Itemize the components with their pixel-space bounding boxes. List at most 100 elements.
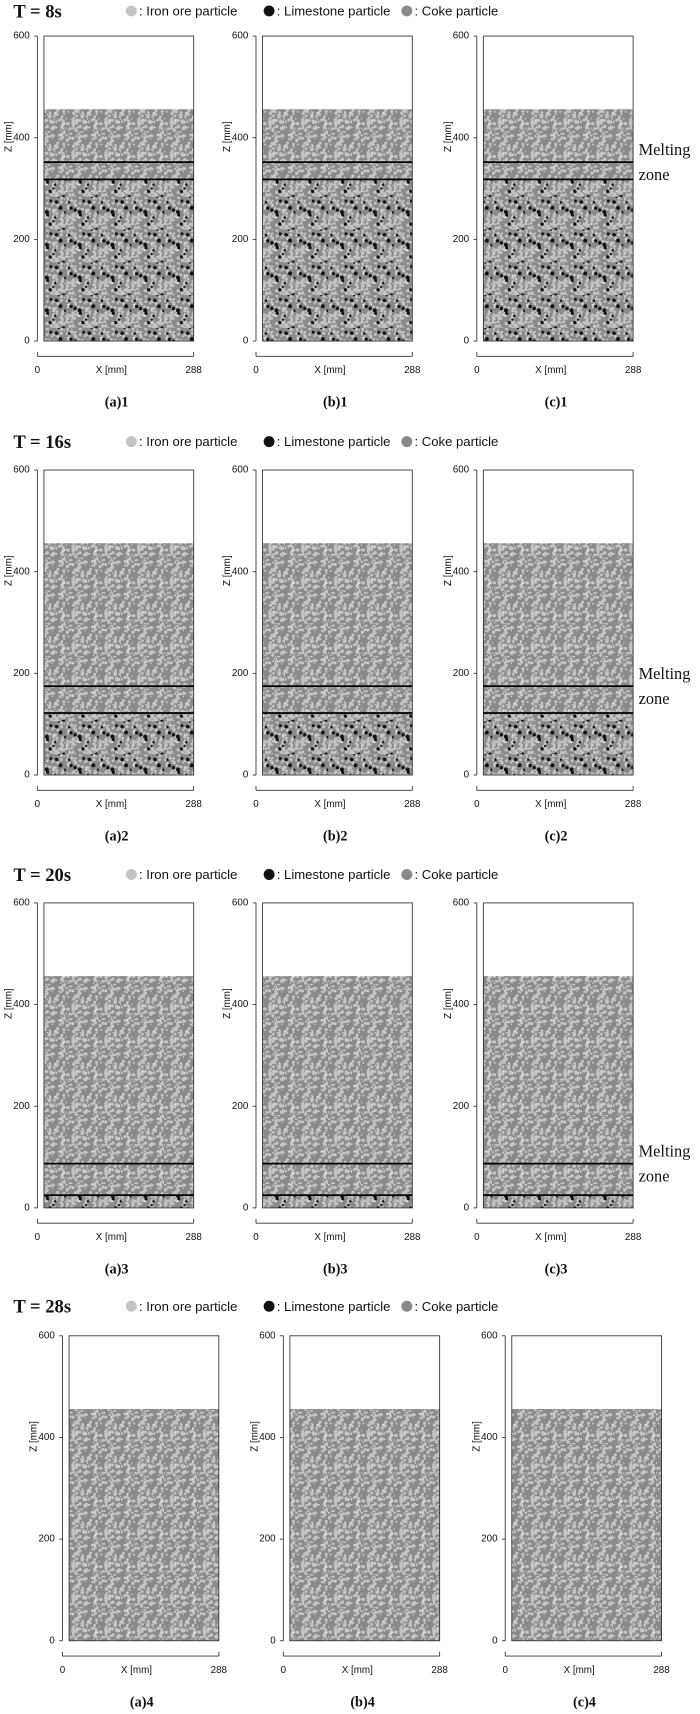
legend-swatch (125, 1300, 137, 1312)
legend-label: : Coke particle (414, 3, 498, 18)
y-tick-label: 600 (13, 898, 30, 909)
panel-frame (482, 902, 634, 1209)
y-tick-label: 200 (481, 1534, 498, 1545)
bed (511, 1408, 662, 1641)
bed-upper (262, 976, 413, 1196)
melting-zone-label: zone (639, 1167, 670, 1186)
x-axis-label: X [mm] (314, 1232, 345, 1243)
z-axis-label: Z [mm] (222, 988, 233, 1019)
panel-label: (b)2 (323, 829, 347, 845)
y-tick-label: 400 (259, 1432, 276, 1443)
bed-lower (262, 179, 413, 342)
y-tick-label: 400 (453, 132, 470, 143)
y-tick-label: 200 (232, 1101, 249, 1112)
x-tick-label: 0 (281, 1665, 287, 1676)
y-tick-label: 0 (24, 770, 30, 781)
bed-upper (483, 109, 634, 180)
y-tick-label: 600 (453, 465, 470, 476)
x-tick-label: 0 (60, 1665, 66, 1676)
bed-lower (43, 1195, 194, 1208)
panel-label: (a)3 (105, 1261, 129, 1277)
x-axis-label: X [mm] (121, 1665, 152, 1676)
x-tick-label: 0 (474, 799, 480, 810)
y-tick-label: 400 (481, 1432, 498, 1443)
y-tick-label: 0 (464, 770, 470, 781)
x-axis-label: X [mm] (535, 365, 566, 376)
panel-frame (262, 35, 413, 342)
panel-label: (c)2 (545, 829, 568, 845)
melting-zone-label: Melting (639, 664, 691, 683)
x-tick-label: 288 (404, 799, 421, 810)
y-tick-label: 0 (270, 1635, 276, 1646)
y-tick-label: 200 (259, 1534, 276, 1545)
x-tick-label: 0 (474, 1232, 480, 1243)
legend-label: : Coke particle (414, 867, 498, 882)
y-tick-label: 400 (453, 566, 470, 577)
legend-swatch (263, 1300, 275, 1312)
panel-label: (b)1 (323, 395, 347, 411)
time-label: T = 16s (13, 432, 71, 453)
bed-lower (262, 1195, 413, 1208)
bed-upper (483, 543, 634, 714)
x-tick-label: 0 (253, 365, 259, 376)
x-axis-label: X [mm] (314, 799, 345, 810)
bed-lower (483, 713, 634, 776)
panel-label: (a)4 (130, 1694, 154, 1710)
y-tick-label: 0 (24, 1202, 30, 1213)
y-tick-label: 400 (453, 999, 470, 1010)
y-tick-label: 0 (243, 336, 249, 347)
y-tick-label: 400 (232, 566, 249, 577)
panel-frame (68, 1335, 220, 1642)
x-tick-label: 288 (185, 1232, 202, 1243)
bed (289, 1408, 440, 1641)
y-tick-label: 0 (464, 1202, 470, 1213)
x-tick-label: 288 (625, 1232, 642, 1243)
y-tick-label: 0 (24, 336, 30, 347)
x-axis-label: X [mm] (96, 1232, 127, 1243)
x-axis-label: X [mm] (535, 799, 566, 810)
panel-label: (b)3 (323, 1261, 347, 1277)
z-axis-label: Z [mm] (249, 1421, 260, 1452)
melting-zone-label: Melting (639, 1142, 691, 1161)
z-axis-label: Z [mm] (29, 1421, 40, 1452)
x-tick-label: 0 (474, 365, 480, 376)
y-tick-label: 0 (243, 770, 249, 781)
y-tick-label: 600 (13, 465, 30, 476)
x-tick-label: 0 (253, 1232, 259, 1243)
bed-upper (43, 109, 194, 180)
legend-swatch (125, 436, 137, 448)
panel-frame (43, 902, 195, 1209)
y-tick-label: 200 (232, 668, 249, 679)
x-tick-label: 288 (625, 799, 642, 810)
x-tick-label: 288 (653, 1665, 670, 1676)
z-axis-label: Z [mm] (222, 121, 233, 152)
bed-upper (483, 976, 634, 1196)
x-tick-label: 288 (625, 365, 642, 376)
y-tick-label: 200 (38, 1534, 55, 1545)
panel-label: (c)3 (545, 1261, 568, 1277)
legend-swatch (401, 5, 413, 17)
x-axis-label: X [mm] (564, 1665, 595, 1676)
bed (69, 1408, 219, 1641)
x-axis-label: X [mm] (96, 365, 127, 376)
x-tick-label: 0 (35, 799, 41, 810)
melting-zone-label: Melting (639, 140, 691, 159)
y-tick-label: 400 (38, 1432, 55, 1443)
time-label: T = 8s (13, 1, 61, 22)
legend-label: : Coke particle (414, 434, 498, 449)
y-tick-label: 600 (13, 31, 30, 42)
x-tick-label: 288 (185, 799, 202, 810)
y-tick-label: 200 (453, 668, 470, 679)
panel-label: (a)1 (105, 395, 129, 411)
y-tick-label: 200 (13, 668, 30, 679)
y-tick-label: 200 (232, 234, 249, 245)
y-tick-label: 600 (481, 1330, 498, 1341)
legend-swatch (263, 436, 275, 448)
panel-frame (43, 469, 195, 776)
legend-label: : Coke particle (414, 1299, 498, 1314)
z-axis-label: Z [mm] (4, 988, 15, 1019)
legend-swatch (263, 5, 275, 17)
z-axis-label: Z [mm] (443, 988, 454, 1019)
bed-upper (262, 543, 413, 714)
